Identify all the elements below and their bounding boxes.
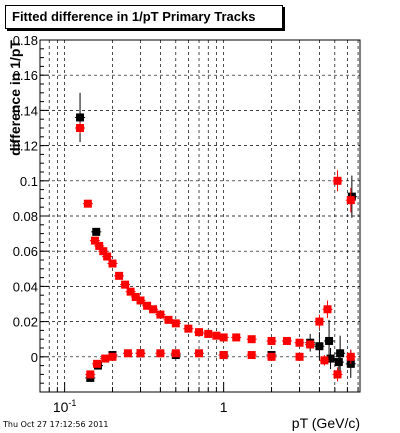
- data-point-red: [103, 252, 112, 261]
- data-point-red: [333, 370, 342, 379]
- data-point-red: [232, 333, 241, 342]
- data-point-black: [76, 113, 85, 122]
- data-point-red: [115, 271, 124, 280]
- data-point-red: [195, 328, 204, 337]
- x-tick-label: 1: [220, 399, 228, 415]
- data-point-red: [156, 349, 165, 358]
- data-point-red: [136, 349, 145, 358]
- x-tick-label: 10-1: [53, 398, 77, 415]
- data-point-red: [83, 199, 92, 208]
- y-tick-label: 0.1: [20, 174, 38, 189]
- data-point-red: [346, 196, 355, 205]
- data-point-red: [136, 296, 145, 305]
- y-tick-label: 0.12: [13, 139, 38, 154]
- data-point-red: [247, 335, 256, 344]
- data-point-red: [101, 354, 110, 363]
- y-axis-label: difference in 1/pT: [7, 40, 23, 156]
- data-point-red: [86, 370, 95, 379]
- data-point-red: [219, 351, 228, 360]
- y-tick-label: 0.08: [13, 209, 38, 224]
- timestamp-footer: Thu Oct 27 17:12:56 2011: [3, 420, 109, 429]
- data-point-red: [267, 336, 276, 345]
- data-point-red: [333, 176, 342, 185]
- x-axis-label: pT (GeV/c): [292, 415, 360, 431]
- data-point-red: [184, 324, 193, 333]
- data-point-red: [149, 305, 158, 314]
- data-point-red: [93, 359, 102, 368]
- data-point-red: [320, 356, 329, 365]
- y-tick-label: 0.14: [13, 103, 38, 118]
- data-point-red: [123, 349, 132, 358]
- data-point-red: [204, 329, 213, 338]
- y-tick-label: 0.04: [13, 279, 38, 294]
- data-point-red: [164, 315, 173, 324]
- data-point-red: [323, 305, 332, 314]
- data-point-red: [306, 340, 315, 349]
- data-point-black: [336, 349, 345, 358]
- data-point-red: [108, 352, 117, 361]
- y-tick-label: 0: [31, 350, 38, 365]
- data-point-red: [315, 317, 324, 326]
- data-point-black: [315, 342, 324, 351]
- data-point-red: [295, 338, 304, 347]
- data-point-red: [108, 259, 117, 268]
- data-point-black: [334, 358, 343, 367]
- data-point-red: [282, 336, 291, 345]
- data-point-red: [90, 236, 99, 245]
- data-point-red: [76, 124, 85, 132]
- data-point-red: [131, 292, 140, 301]
- data-point-red: [247, 351, 256, 360]
- data-point-black: [92, 227, 101, 236]
- data-point-red: [156, 310, 165, 319]
- data-point-red: [121, 280, 130, 289]
- y-tick-label: 0.16: [13, 68, 38, 83]
- data-point-red: [219, 333, 228, 342]
- data-point-red: [95, 241, 104, 250]
- data-point-red: [171, 319, 180, 328]
- chart-title: Fitted difference in 1/pT Primary Tracks: [5, 5, 283, 29]
- data-point-black: [325, 336, 334, 345]
- y-tick-label: 0.06: [13, 244, 38, 259]
- data-point-red: [143, 301, 152, 310]
- data-point-red: [99, 247, 108, 256]
- y-tick-label: 0.18: [13, 33, 38, 48]
- data-point-red: [126, 287, 135, 296]
- data-point-red: [171, 349, 180, 358]
- data-point-red: [195, 349, 204, 358]
- data-point-red: [346, 352, 355, 361]
- data-point-black: [326, 354, 335, 363]
- data-point-red: [295, 352, 304, 361]
- data-point-red: [212, 331, 221, 340]
- data-point-red: [267, 352, 276, 361]
- plot-frame: [39, 39, 361, 393]
- y-tick-label: 0.02: [13, 315, 38, 330]
